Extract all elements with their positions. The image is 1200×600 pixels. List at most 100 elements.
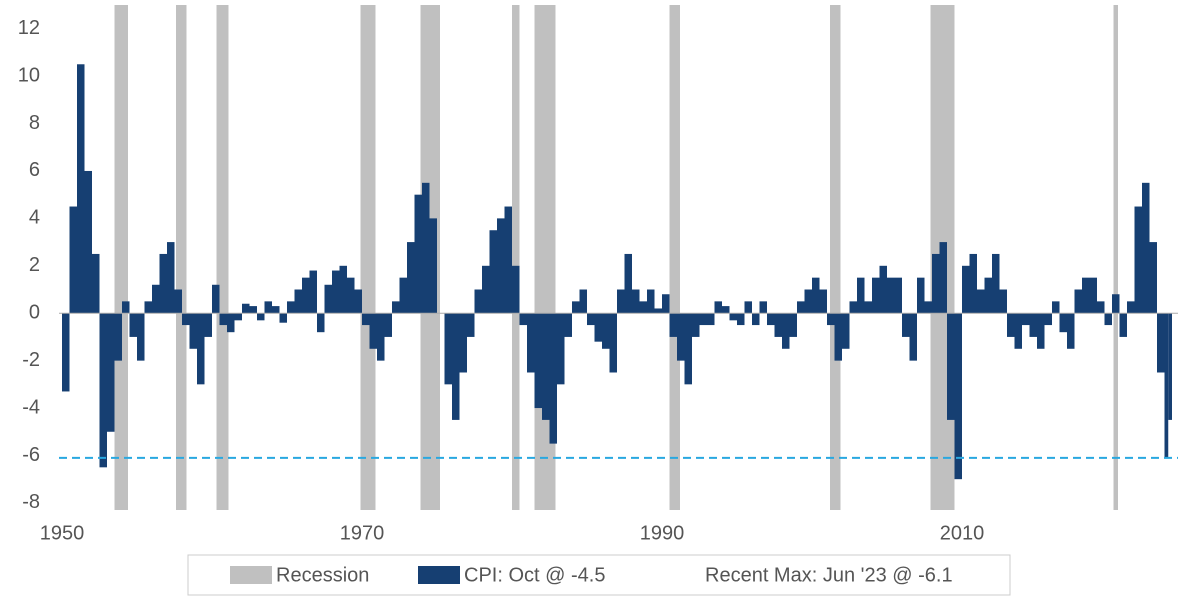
bar [1082, 277, 1090, 314]
x-tick-label: 1990 [640, 522, 685, 544]
bar [737, 313, 745, 326]
bar [872, 277, 880, 314]
bar [1119, 313, 1127, 337]
bar [489, 230, 497, 314]
bar [752, 313, 760, 326]
bar [497, 218, 505, 314]
bar [1037, 313, 1045, 349]
bar [444, 313, 452, 385]
bar [744, 301, 752, 314]
bar [804, 289, 812, 314]
bar [977, 289, 985, 314]
bar [677, 313, 685, 361]
bar [429, 218, 437, 314]
bar [392, 301, 400, 314]
bar [924, 301, 932, 314]
bar [1157, 313, 1165, 373]
bar [122, 301, 130, 314]
bar [774, 313, 782, 337]
bar [864, 301, 872, 314]
bar [692, 313, 700, 337]
bar [1149, 242, 1157, 314]
bar [797, 301, 805, 314]
bar [174, 289, 182, 314]
y-tick-label: -8 [22, 491, 40, 513]
bar [894, 277, 902, 314]
bar [684, 313, 692, 385]
recession-band [176, 5, 187, 510]
bar [654, 308, 662, 314]
recession-band [512, 5, 520, 510]
bar [152, 284, 160, 314]
bar [617, 289, 625, 314]
bar [722, 306, 730, 314]
recession-band [1113, 5, 1118, 510]
bar [1014, 313, 1022, 349]
bar [107, 313, 115, 432]
bar [879, 265, 887, 314]
bar [287, 301, 295, 314]
bar [1052, 301, 1060, 314]
bar [1007, 313, 1015, 337]
bar [549, 313, 557, 444]
bar [542, 313, 550, 420]
bar [504, 206, 512, 314]
bar [234, 313, 242, 321]
bar [947, 313, 955, 420]
y-tick-label: 8 [29, 112, 40, 134]
bar [564, 313, 572, 337]
recession-band [216, 5, 229, 510]
bar [422, 182, 430, 314]
bar [759, 301, 767, 314]
bar [1134, 206, 1142, 314]
bar [834, 313, 842, 361]
bar [992, 253, 1000, 314]
bar [699, 313, 707, 326]
bar [1127, 301, 1135, 314]
bar [669, 313, 677, 337]
bar [1104, 313, 1112, 326]
bar [114, 313, 122, 361]
bar [579, 289, 587, 314]
y-tick-label: 10 [18, 64, 40, 86]
bar [452, 313, 460, 420]
bar [189, 313, 197, 349]
y-tick-label: 12 [18, 17, 40, 39]
bar [519, 313, 527, 326]
bar [302, 277, 310, 314]
bar [324, 284, 332, 314]
bar [182, 313, 190, 326]
bar [902, 313, 910, 337]
x-tick-label: 1950 [40, 522, 85, 544]
bar [1164, 313, 1169, 458]
bar [384, 313, 392, 337]
bar [377, 313, 385, 361]
legend-label: Recession [276, 564, 369, 586]
bar [77, 64, 85, 314]
bar [197, 313, 205, 385]
recession-band [669, 5, 680, 510]
bar [212, 284, 220, 314]
bar [647, 289, 655, 314]
recession-band [360, 5, 376, 510]
bar [459, 313, 467, 373]
bar [1067, 313, 1075, 349]
bar [1112, 294, 1120, 314]
bar [609, 313, 617, 373]
y-tick-label: 4 [29, 207, 40, 229]
bar [399, 277, 407, 314]
bar [557, 313, 565, 385]
legend-box [187, 554, 1011, 596]
bar [729, 313, 737, 321]
bar [932, 253, 940, 314]
bar [159, 253, 167, 314]
bar [527, 313, 535, 373]
bar [1029, 313, 1037, 337]
bar [782, 313, 790, 349]
legend-label: Recent Max: Jun '23 @ -6.1 [705, 564, 953, 586]
y-tick-label: 0 [29, 301, 40, 323]
y-tick-label: -6 [22, 444, 40, 466]
bar [632, 289, 640, 314]
bar [339, 265, 347, 314]
